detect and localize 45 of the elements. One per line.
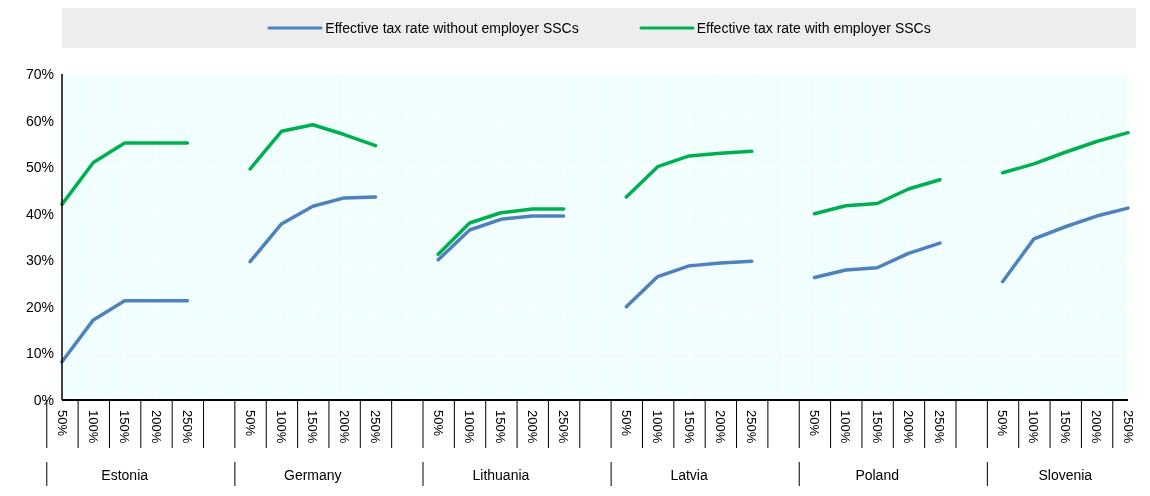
y-tick-label: 50%	[25, 159, 54, 176]
x-tick-label: 150%	[681, 410, 697, 444]
y-tick-label: 60%	[25, 112, 54, 129]
x-tick-label: 100%	[1026, 410, 1042, 444]
x-tick-label: 200%	[901, 410, 917, 444]
x-tick-label: 150%	[305, 410, 321, 444]
x-tick-label: 50%	[430, 410, 446, 437]
x-tick-label: 250%	[744, 410, 760, 444]
text: Germany	[284, 467, 342, 483]
x-tick-label: 150%	[869, 410, 885, 444]
y-tick-label: 70%	[25, 65, 54, 82]
y-tick-label: 20%	[25, 298, 54, 315]
x-tick-label: 200%	[1089, 410, 1105, 444]
x-tick-label: 50%	[618, 410, 634, 437]
x-tick-label: 200%	[148, 410, 164, 444]
x-tick-label: 150%	[1057, 410, 1073, 444]
x-tick-label: 50%	[242, 410, 258, 437]
x-tick-label: 100%	[462, 410, 478, 444]
text: Slovenia	[1038, 467, 1093, 483]
y-tick-label: 10%	[25, 345, 54, 362]
y-tick-label: 40%	[25, 205, 54, 222]
text: Lithuania	[472, 467, 530, 483]
x-tick-label: 100%	[838, 410, 854, 444]
x-tick-label: 100%	[273, 410, 289, 444]
text: Poland	[855, 467, 899, 483]
x-tick-label: 200%	[712, 410, 728, 444]
x-tick-label: 150%	[117, 410, 133, 444]
x-tick-label: 200%	[336, 410, 352, 444]
x-tick-label: 250%	[932, 410, 948, 444]
text: Latvia	[670, 467, 708, 483]
x-tick-label: 150%	[493, 410, 509, 444]
x-tick-label: 250%	[368, 410, 384, 444]
x-tick-label: 250%	[556, 410, 572, 444]
x-tick-label: 100%	[85, 410, 101, 444]
x-tick-label: 200%	[524, 410, 540, 444]
x-tick-label: 250%	[1120, 410, 1136, 444]
legend-label: Effective tax rate without employer SSCs	[325, 20, 579, 36]
text: Estonia	[101, 467, 149, 483]
x-tick-label: 100%	[650, 410, 666, 444]
legend-label: Effective tax rate with employer SSCs	[696, 20, 931, 36]
y-tick-label: 30%	[25, 252, 54, 269]
y-tick-label: 0%	[33, 391, 54, 408]
x-tick-label: 50%	[995, 410, 1011, 437]
x-tick-label: 250%	[179, 410, 195, 444]
x-tick-label: 50%	[806, 410, 822, 437]
